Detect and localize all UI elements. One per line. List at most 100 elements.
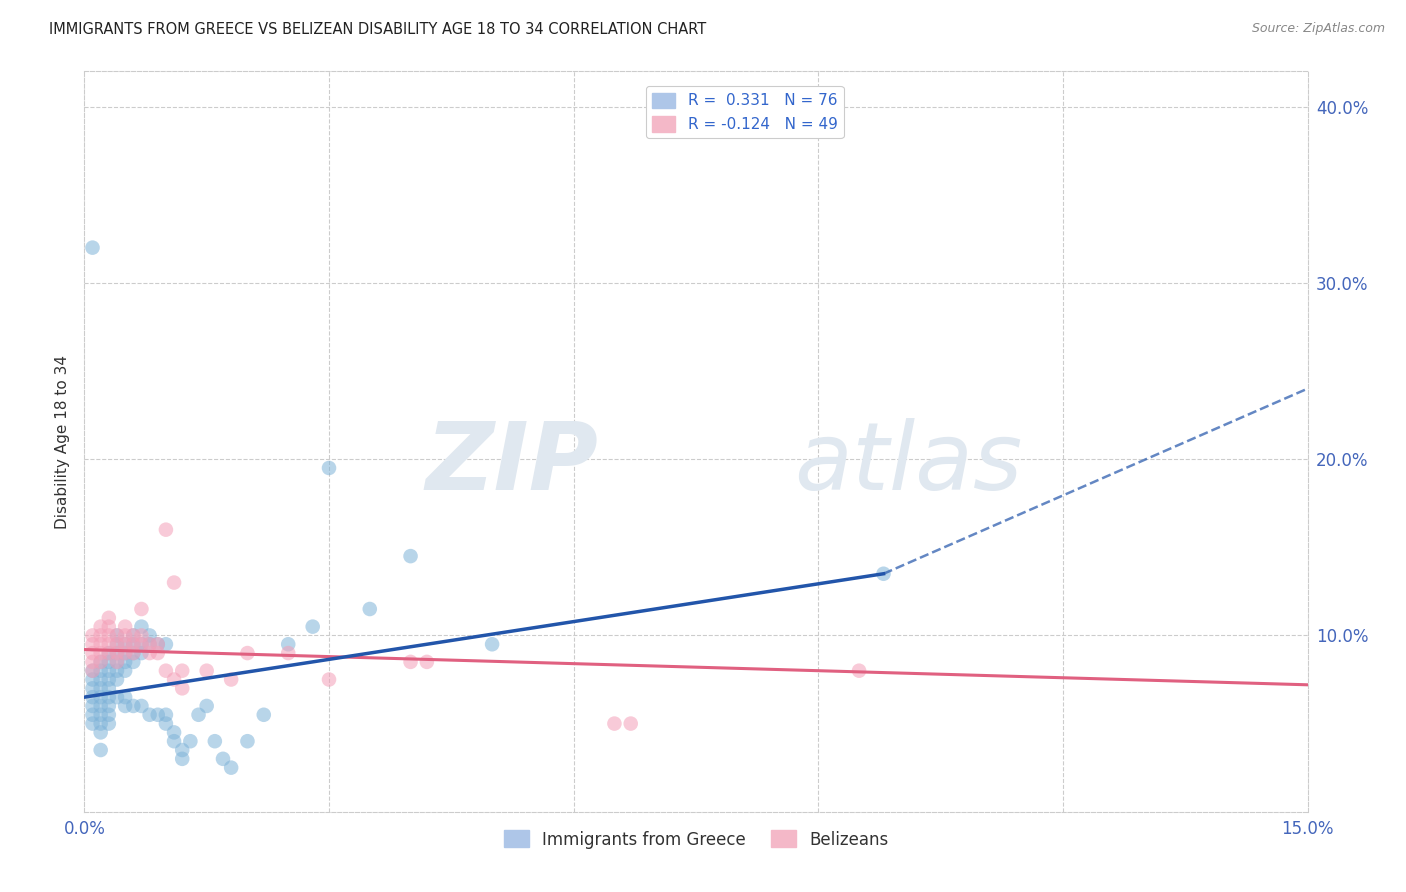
Point (138, 707, 160, 722)
Point (105, 673, 128, 687)
Point (131, 637, 153, 651)
Point (90, 716, 112, 731)
Point (97, 681, 120, 696)
Point (90, 743, 112, 757)
Point (138, 637, 160, 651)
Point (155, 707, 177, 722)
Point (114, 637, 136, 651)
Point (172, 664, 194, 678)
Point (114, 698, 136, 713)
Point (82, 646, 104, 660)
Text: ZIP: ZIP (425, 417, 598, 509)
Point (114, 637, 136, 651)
Point (122, 628, 145, 642)
Point (481, 637, 503, 651)
Point (399, 549, 422, 563)
Point (163, 734, 186, 748)
Point (131, 619, 153, 633)
Point (204, 734, 226, 748)
Point (122, 698, 145, 713)
Point (97, 716, 120, 731)
Point (146, 646, 169, 660)
Point (97, 619, 120, 633)
Text: Source: ZipAtlas.com: Source: ZipAtlas.com (1251, 22, 1385, 36)
Point (172, 752, 194, 766)
Point (105, 655, 128, 669)
Point (97, 664, 120, 678)
Point (172, 681, 194, 696)
Point (90, 725, 112, 739)
Point (105, 628, 128, 642)
Point (90, 673, 112, 687)
Point (82, 655, 104, 669)
Point (90, 655, 112, 669)
Point (359, 602, 381, 616)
Point (219, 673, 242, 687)
Point (131, 646, 153, 660)
Point (219, 761, 242, 775)
Point (97, 628, 120, 642)
Text: atlas: atlas (794, 418, 1022, 509)
Point (105, 664, 128, 678)
Point (105, 637, 128, 651)
Point (155, 523, 177, 537)
Point (114, 628, 136, 642)
Point (90, 707, 112, 722)
Point (131, 602, 153, 616)
Point (90, 690, 112, 705)
Point (122, 646, 145, 660)
Point (90, 698, 112, 713)
Point (163, 575, 186, 590)
Point (603, 716, 626, 731)
Point (97, 698, 120, 713)
Point (195, 698, 218, 713)
Point (105, 637, 128, 651)
Point (146, 637, 169, 651)
Point (82, 707, 104, 722)
Point (82, 698, 104, 713)
Point (82, 241, 104, 255)
Point (172, 743, 194, 757)
Point (253, 707, 276, 722)
Point (848, 664, 870, 678)
Point (82, 673, 104, 687)
Point (82, 690, 104, 705)
Point (122, 655, 145, 669)
Point (114, 655, 136, 669)
Point (90, 628, 112, 642)
Point (138, 646, 160, 660)
Point (155, 716, 177, 731)
Point (138, 637, 160, 651)
Point (301, 619, 323, 633)
Point (90, 637, 112, 651)
Point (195, 664, 218, 678)
Point (131, 637, 153, 651)
Point (82, 681, 104, 696)
Point (82, 664, 104, 678)
Point (114, 690, 136, 705)
Text: IMMIGRANTS FROM GREECE VS BELIZEAN DISABILITY AGE 18 TO 34 CORRELATION CHART: IMMIGRANTS FROM GREECE VS BELIZEAN DISAB… (49, 22, 706, 37)
Point (277, 637, 299, 651)
Point (236, 734, 259, 748)
Point (318, 461, 340, 475)
Point (146, 707, 169, 722)
Point (82, 637, 104, 651)
Point (90, 646, 112, 660)
Point (236, 646, 259, 660)
Point (138, 628, 160, 642)
Point (155, 664, 177, 678)
Point (122, 637, 145, 651)
Legend: Immigrants from Greece, Belizeans: Immigrants from Greece, Belizeans (496, 823, 896, 855)
Point (131, 698, 153, 713)
Point (105, 628, 128, 642)
Point (82, 628, 104, 642)
Point (114, 619, 136, 633)
Point (114, 664, 136, 678)
Point (97, 611, 120, 625)
Point (82, 716, 104, 731)
Point (187, 707, 209, 722)
Point (82, 664, 104, 678)
Point (122, 628, 145, 642)
Point (872, 566, 894, 581)
Point (97, 646, 120, 660)
